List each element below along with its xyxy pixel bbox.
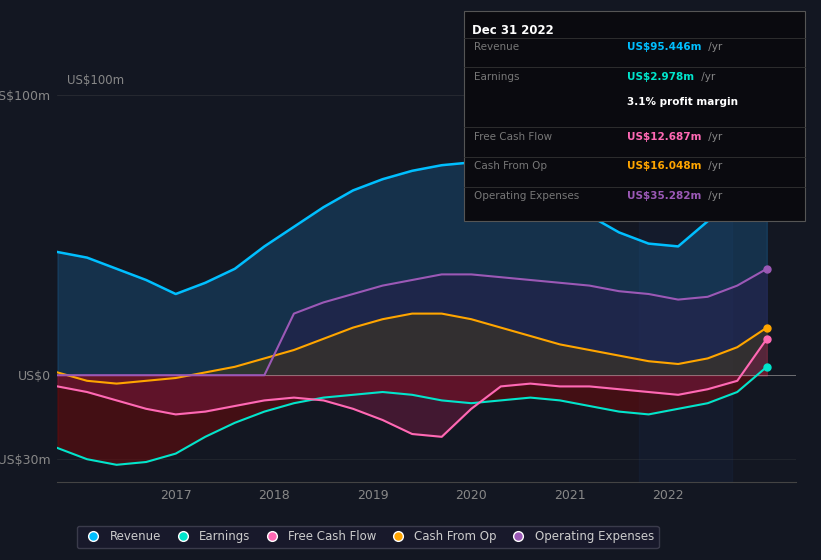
Text: /yr: /yr xyxy=(705,192,722,202)
Text: US$16.048m: US$16.048m xyxy=(627,161,702,171)
Legend: Revenue, Earnings, Free Cash Flow, Cash From Op, Operating Expenses: Revenue, Earnings, Free Cash Flow, Cash … xyxy=(77,526,658,548)
Text: /yr: /yr xyxy=(705,132,722,142)
Text: Free Cash Flow: Free Cash Flow xyxy=(474,132,552,142)
Text: US$100m: US$100m xyxy=(67,74,125,87)
Text: /yr: /yr xyxy=(705,42,722,52)
Text: Operating Expenses: Operating Expenses xyxy=(474,192,579,202)
Text: US$12.687m: US$12.687m xyxy=(627,132,702,142)
Bar xyxy=(639,67,732,482)
Text: Dec 31 2022: Dec 31 2022 xyxy=(472,24,554,36)
Text: /yr: /yr xyxy=(705,161,722,171)
Text: /yr: /yr xyxy=(698,72,715,82)
Text: US$95.446m: US$95.446m xyxy=(627,42,702,52)
Text: Earnings: Earnings xyxy=(474,72,519,82)
Text: Revenue: Revenue xyxy=(474,42,519,52)
Text: US$35.282m: US$35.282m xyxy=(627,192,702,202)
Text: 3.1% profit margin: 3.1% profit margin xyxy=(627,97,738,108)
Text: Cash From Op: Cash From Op xyxy=(474,161,547,171)
Text: US$2.978m: US$2.978m xyxy=(627,72,695,82)
